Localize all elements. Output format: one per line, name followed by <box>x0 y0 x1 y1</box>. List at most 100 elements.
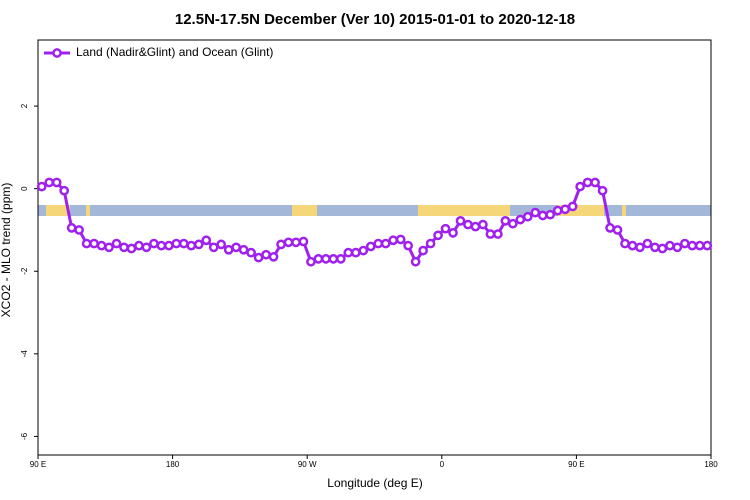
data-point <box>448 227 458 238</box>
data-point <box>665 240 675 251</box>
data-point <box>597 185 608 196</box>
data-point <box>223 244 234 255</box>
y-tick-label: -2 <box>20 267 29 275</box>
data-point <box>321 254 331 264</box>
data-point <box>306 256 316 267</box>
data-point <box>171 238 182 249</box>
data-point <box>537 210 548 221</box>
data-point <box>216 239 227 250</box>
x-tick-label: 90 E <box>30 460 46 469</box>
data-point <box>425 238 436 249</box>
x-tick-label: 180 <box>704 460 718 469</box>
data-point <box>134 240 144 251</box>
data-point <box>201 235 212 246</box>
data-point <box>679 238 690 249</box>
data-point <box>642 238 653 249</box>
legend-label: Land (Nadir&Glint) and Ocean (Glint) <box>76 45 273 59</box>
data-point <box>74 225 84 235</box>
data-point <box>694 240 705 251</box>
data-point <box>313 254 324 264</box>
x-tick-label: 90 E <box>568 460 584 469</box>
data-point <box>193 239 204 250</box>
data-point <box>111 238 122 249</box>
data-point <box>283 237 294 248</box>
data-point <box>687 240 698 251</box>
series-line <box>41 180 708 265</box>
data-point <box>455 216 466 226</box>
data-point <box>552 205 563 216</box>
data-point <box>530 207 541 218</box>
data-point <box>261 249 271 260</box>
data-point <box>231 242 242 253</box>
data-point <box>246 247 256 258</box>
y-axis-label: XCO2 - MLO trend (ppm) <box>0 183 13 318</box>
data-point <box>44 177 55 188</box>
y-tick-label: 0 <box>20 186 29 191</box>
data-point <box>582 177 593 188</box>
data-point <box>440 223 451 234</box>
data-point <box>336 254 346 264</box>
data-point <box>702 240 713 251</box>
data-point <box>373 238 384 249</box>
data-point <box>395 234 406 245</box>
y-tick-label: 2 <box>20 103 29 108</box>
data-point <box>119 242 129 253</box>
land-patch <box>418 205 510 216</box>
data-point <box>545 209 556 220</box>
data-point <box>388 235 399 246</box>
data-point <box>66 223 77 233</box>
ocean-band <box>38 205 711 216</box>
data-point <box>515 214 526 225</box>
data-point <box>672 242 683 253</box>
x-tick-label: 180 <box>166 460 180 469</box>
data-point <box>507 218 518 229</box>
data-point <box>186 240 197 251</box>
data-point <box>605 223 615 233</box>
land-patch <box>292 205 317 216</box>
data-point <box>478 219 488 230</box>
data-point <box>418 245 428 256</box>
data-point <box>560 204 571 215</box>
chart-title: 12.5N-17.5N December (Ver 10) 2015-01-01… <box>175 11 575 28</box>
data-point <box>36 181 47 192</box>
data-point <box>433 230 443 241</box>
data-point <box>567 201 578 212</box>
data-point <box>463 219 473 230</box>
data-point <box>164 240 174 251</box>
data-point <box>350 247 361 258</box>
data-point <box>59 185 70 196</box>
legend-marker <box>52 48 62 58</box>
y-tick-label: -4 <box>20 350 29 358</box>
data-point <box>51 177 62 188</box>
land-patch <box>622 205 626 216</box>
data-point <box>298 236 309 247</box>
data-point <box>104 242 114 253</box>
data-point <box>178 238 189 249</box>
land-patch <box>86 205 90 216</box>
data-point <box>253 252 264 263</box>
data-point <box>500 216 511 226</box>
data-point <box>635 242 645 253</box>
data-point <box>358 245 369 256</box>
x-tick-label: 0 <box>440 460 445 469</box>
x-axis-label: Longitude (deg E) <box>327 476 422 490</box>
land-patch <box>558 205 604 216</box>
data-point <box>291 237 301 248</box>
data-point <box>612 225 623 235</box>
data-point <box>403 240 413 251</box>
data-point <box>268 251 279 262</box>
data-point <box>328 254 339 264</box>
data-point <box>575 181 585 192</box>
data-point <box>485 229 496 239</box>
data-point <box>126 243 137 254</box>
data-point <box>156 240 167 251</box>
data-point <box>410 256 421 267</box>
data-point <box>380 238 391 249</box>
data-point <box>590 177 600 188</box>
data-point <box>276 239 286 250</box>
data-point <box>365 241 376 252</box>
data-point <box>238 244 249 255</box>
data-point <box>657 243 668 254</box>
data-point <box>141 242 152 253</box>
